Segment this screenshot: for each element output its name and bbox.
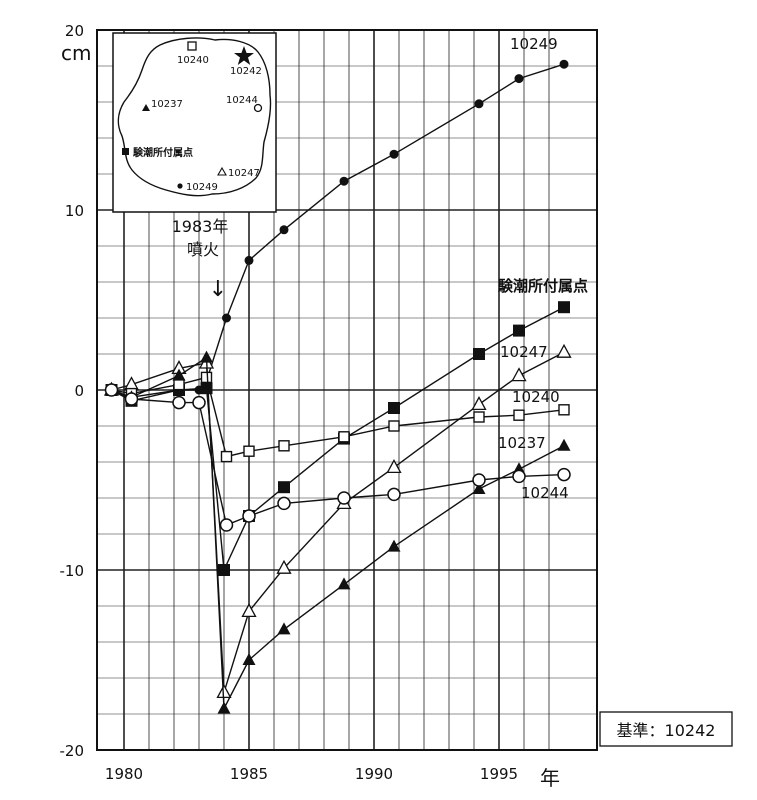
data-point [217, 701, 231, 714]
data-point [192, 395, 206, 410]
y-tick-label: 20 [65, 22, 84, 40]
y-tick-label: -20 [60, 742, 85, 760]
series-label-10244: 10244 [521, 484, 569, 502]
inset-marker-10237 [142, 104, 150, 111]
data-point [278, 440, 290, 452]
data-point [337, 491, 351, 505]
inset-marker-10240 [187, 41, 197, 51]
inset-marker-10247 [217, 166, 227, 176]
series-line [111, 389, 565, 526]
data-point [278, 481, 290, 494]
data-point [279, 225, 289, 235]
x-tick-label: 1985 [230, 765, 268, 783]
plot-frame [96, 29, 598, 751]
data-point [556, 343, 572, 358]
data-point [220, 450, 233, 463]
data-point [241, 603, 257, 618]
reference-note: 基準：10242 [599, 711, 733, 747]
data-point [242, 653, 256, 665]
series-label-10247: 10247 [500, 343, 548, 361]
data-point [222, 313, 231, 323]
series-label-10240: 10240 [512, 388, 560, 406]
data-point [557, 438, 571, 451]
data-point [473, 348, 485, 360]
data-point [511, 367, 527, 382]
inset-label-kenchojo: 験潮所付属点 [133, 146, 193, 159]
data-point [472, 482, 486, 494]
data-point [388, 402, 400, 414]
data-point [512, 469, 526, 484]
data-point [474, 99, 484, 109]
series-label-kenchojo: 験潮所付属点 [498, 277, 588, 295]
data-point [387, 539, 401, 552]
series-line [111, 356, 565, 712]
data-point [558, 301, 570, 314]
data-point [557, 467, 571, 482]
x-tick-label: 1980 [105, 765, 143, 783]
data-point [386, 459, 402, 474]
inset-label-10247: 10247 [228, 168, 260, 179]
inset-marker-10249 [177, 183, 183, 189]
x-tick-label: 1990 [355, 765, 393, 783]
y-axis-unit-label: cm [61, 41, 91, 65]
inset-label-10242: 10242 [230, 66, 262, 77]
inset-map: 10240 10242 10237 10244 験潮所付属点 10247 102… [112, 32, 277, 213]
data-point [513, 409, 525, 421]
data-point [389, 149, 399, 159]
data-point [124, 392, 139, 406]
data-point [172, 395, 186, 410]
series [103, 59, 572, 714]
data-point [242, 509, 256, 523]
eruption-arrow: ↓ [209, 277, 227, 302]
data-point [219, 518, 234, 532]
series-line [111, 306, 565, 573]
data-point [339, 176, 349, 186]
data-point [513, 324, 525, 337]
series-line [111, 351, 565, 693]
data-point [337, 577, 351, 590]
data-point [172, 368, 186, 381]
inset-label-10240: 10240 [177, 55, 209, 66]
y-tick-label: 10 [65, 202, 84, 220]
x-tick-label: 1995 [480, 765, 518, 783]
y-tick-label: -10 [60, 562, 85, 580]
data-point [514, 74, 524, 84]
data-point [387, 487, 401, 502]
data-point [473, 411, 485, 423]
data-point [200, 350, 213, 363]
data-point [244, 255, 254, 265]
data-point [277, 496, 291, 511]
data-point [558, 404, 570, 416]
data-point [388, 420, 400, 432]
series-line [111, 376, 565, 458]
data-point [243, 445, 255, 457]
data-point [200, 371, 213, 384]
data-point [104, 383, 119, 397]
inset-label-10237: 10237 [151, 99, 183, 110]
eruption-annotation-label: 噴火 [187, 240, 219, 259]
series-label-10237: 10237 [498, 434, 546, 452]
y-tick-label: 0 [74, 382, 84, 400]
series-5 [104, 383, 571, 532]
series-label-10249: 10249 [510, 35, 558, 53]
data-point [173, 378, 185, 391]
eruption-annotation-year: 1983年 [172, 217, 229, 236]
data-point [471, 396, 487, 411]
inset-marker-10244 [253, 103, 263, 113]
x-axis-unit-label: 年 [540, 766, 560, 790]
axis-ticks: 20 10 0 -10 -20 1980 1985 1990 1995 [60, 22, 519, 783]
inset-marker-kenchojo [122, 148, 129, 155]
data-point [276, 559, 292, 574]
data-point [559, 59, 569, 69]
inset-label-10244: 10244 [226, 95, 258, 106]
data-point [277, 622, 291, 635]
data-point [218, 564, 230, 576]
data-point [338, 431, 350, 443]
inset-marker-10242-star [234, 46, 254, 65]
island-outline [117, 37, 272, 197]
inset-label-10249: 10249 [186, 182, 218, 193]
data-point [472, 473, 486, 487]
reference-note-text: 基準：10242 [617, 721, 716, 740]
